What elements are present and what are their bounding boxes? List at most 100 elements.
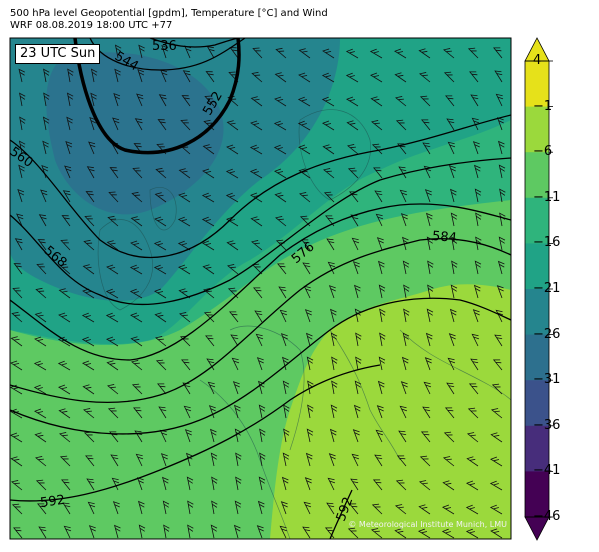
wind-barb xyxy=(129,288,143,299)
wind-barb xyxy=(12,287,23,299)
wind-barb xyxy=(490,408,503,419)
contour-544 xyxy=(89,38,246,71)
contour-label-536: 536 xyxy=(152,39,177,54)
wind-barb xyxy=(66,92,74,107)
wind-barb xyxy=(179,335,191,347)
wind-barb xyxy=(423,381,432,395)
wind-barb xyxy=(230,334,239,347)
wind-barb xyxy=(86,478,95,491)
wind-barb xyxy=(233,404,241,419)
wind-barb xyxy=(181,95,191,107)
wind-barb xyxy=(352,429,360,443)
wind-barb xyxy=(135,453,144,467)
wind-barb xyxy=(497,140,505,155)
wind-barb xyxy=(471,333,480,347)
contour-label-592-a: 592 xyxy=(39,493,66,511)
wind-barb xyxy=(282,380,290,395)
wind-barb xyxy=(352,261,360,275)
colorbar-tick-label: −16 xyxy=(533,235,561,251)
wind-barb xyxy=(495,93,504,107)
wind-barb xyxy=(112,501,120,515)
wind-barb xyxy=(496,285,504,299)
wind-barb xyxy=(397,143,407,155)
wind-barb xyxy=(155,336,167,347)
wind-barb xyxy=(355,332,362,347)
wind-barb xyxy=(322,48,335,59)
wind-barb xyxy=(273,120,287,131)
wind-barb xyxy=(494,70,503,83)
wind-barb xyxy=(133,407,143,419)
wind-barb xyxy=(475,236,482,251)
wind-barb xyxy=(235,452,242,467)
wind-barb xyxy=(202,168,215,179)
wind-barb xyxy=(154,312,167,323)
wind-barb xyxy=(474,260,482,275)
wind-barb xyxy=(442,480,455,491)
wind-barb xyxy=(11,311,23,323)
colorbar-tick-label: −41 xyxy=(533,463,561,479)
wind-barb xyxy=(425,212,433,227)
wind-barb xyxy=(256,357,264,371)
wind-barb xyxy=(330,332,338,347)
wind-barb xyxy=(328,453,336,467)
wind-barb xyxy=(186,476,194,491)
wind-barb xyxy=(136,93,144,107)
wind-barb xyxy=(82,384,95,395)
wind-barb xyxy=(233,524,241,539)
colorbar-tick-label: 4 xyxy=(533,53,542,68)
wind-barb xyxy=(496,117,504,131)
wind-barb xyxy=(13,263,23,275)
wind-barb xyxy=(378,284,386,299)
colorbar-tick-label: −6 xyxy=(533,144,553,160)
wind-barb xyxy=(422,406,431,419)
wind-barb xyxy=(446,382,455,395)
wind-barb xyxy=(423,165,432,179)
wind-barb xyxy=(307,404,314,419)
wind-barb xyxy=(274,72,287,83)
wind-barb xyxy=(446,118,455,131)
wind-barb xyxy=(395,119,407,131)
map-subtitle: WRF 08.08.2019 18:00 UTC +77 xyxy=(10,20,173,31)
wind-barb xyxy=(475,212,482,227)
wind-barb xyxy=(226,144,239,155)
wind-barb xyxy=(275,47,287,59)
wind-barb xyxy=(34,408,47,419)
wind-barb xyxy=(66,116,73,131)
wind-barb xyxy=(250,96,263,107)
wind-barb xyxy=(441,504,455,515)
wind-barb xyxy=(306,356,314,371)
wind-barb xyxy=(11,503,23,515)
contour-584-b xyxy=(10,297,511,435)
wind-barb xyxy=(443,48,455,59)
wind-barb xyxy=(470,94,479,107)
wind-barb xyxy=(473,164,481,179)
wind-barb xyxy=(274,192,287,203)
contour-568 xyxy=(10,157,511,306)
wind-barb xyxy=(450,212,458,227)
wind-barb xyxy=(158,94,167,107)
wind-barb xyxy=(399,189,408,203)
wind-barb xyxy=(177,216,191,227)
wind-barb xyxy=(257,500,265,515)
wind-barb xyxy=(448,165,456,179)
wind-barb xyxy=(398,430,407,443)
wind-barb xyxy=(59,432,71,443)
wind-barb xyxy=(134,118,143,131)
wind-barb xyxy=(274,96,287,107)
wind-barb xyxy=(13,527,23,539)
wind-barb xyxy=(82,264,95,275)
wind-barb xyxy=(34,336,47,347)
wind-barb xyxy=(34,312,47,323)
wind-barb xyxy=(304,477,312,491)
wind-barb xyxy=(449,308,457,323)
wind-barb xyxy=(427,284,434,299)
wind-barb xyxy=(253,287,263,299)
wind-barb xyxy=(235,476,242,491)
wind-barb xyxy=(63,525,72,539)
wind-barb xyxy=(255,333,264,347)
wind-barb xyxy=(280,501,288,515)
wind-barb xyxy=(60,239,71,251)
wind-barb xyxy=(207,381,216,395)
wind-barb xyxy=(10,336,23,347)
wind-barb xyxy=(132,167,143,179)
